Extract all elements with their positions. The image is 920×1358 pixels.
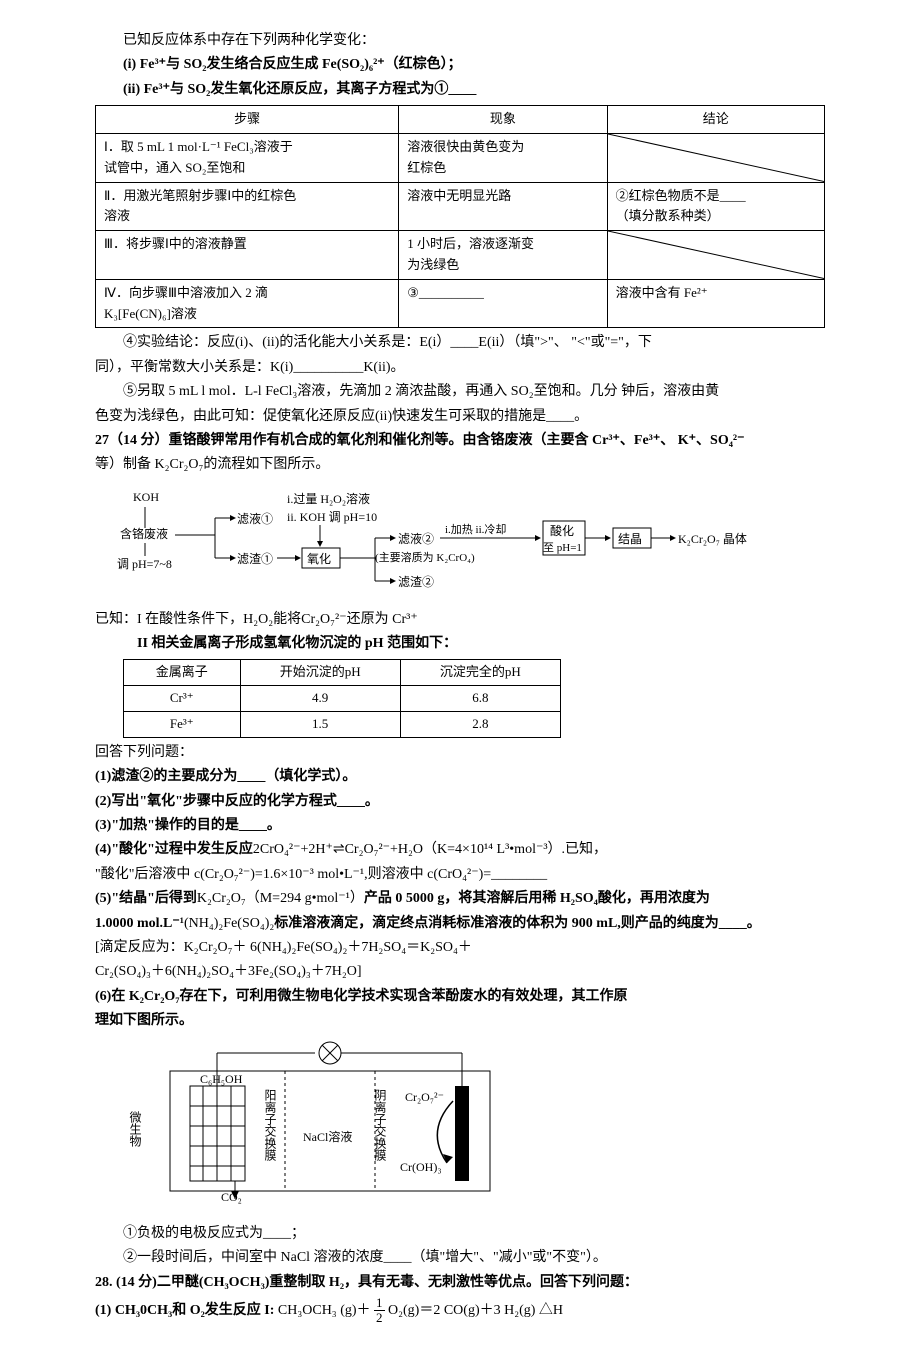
ph-th2: 开始沉淀的pH <box>240 660 400 686</box>
ph-table: 金属离子 开始沉淀的pH 沉淀完全的pH Cr³⁺ 4.9 6.8 Fe³⁺ 1… <box>123 659 561 737</box>
td-step2: Ⅱ．用激光笔照射步骤Ⅰ中的红棕色溶液 <box>96 182 399 231</box>
th-phenom: 现象 <box>399 106 607 134</box>
cell-cathodem: 阴离子交换膜 <box>373 1088 387 1161</box>
table-row: Ⅳ．向步骤Ⅲ中溶液加入 2 滴K₃[Fe(CN)₆]溶液 ③__________… <box>96 279 825 328</box>
cell-phenol: C₆H₅OH <box>200 1072 243 1086</box>
ph-v12: 6.8 <box>400 686 560 712</box>
q28-q1: (1) CH₃0CH₃和 O₂发生反应 I: CH₃OCH₃ (g)＋ 12 O… <box>95 1296 825 1326</box>
q27-q6-2: ②一段时间后，中间室中 NaCl 溶液的浓度____（填"增大"、"减小"或"不… <box>95 1247 825 1269</box>
q27-anshead: 回答下列问题： <box>95 742 825 764</box>
flow-koh-ph: ii. KOH 调 pH=10 <box>287 510 377 524</box>
ph-v11: 4.9 <box>240 686 400 712</box>
p5a: ⑤另取 5 mL l mol．L-l FeCl₃溶液，先滴加 2 滴浓盐酸，再通… <box>95 381 825 403</box>
q27-q3: (3)"加热"操作的目的是____。 <box>95 815 825 837</box>
flow-h2o2: i.过量 H₂O₂溶液 <box>287 491 370 506</box>
table-row: Fe³⁺ 1.5 2.8 <box>124 712 561 738</box>
intro-line3: (ii) Fe³⁺与 SO₂发生氧化还原反应，其离子方程式为①____ <box>95 79 825 101</box>
ph-ion2: Fe³⁺ <box>124 712 241 738</box>
cell-croh3: Cr(OH)₃ <box>400 1160 442 1174</box>
flow-koh: KOH <box>133 490 159 504</box>
steps-table: 步骤 现象 结论 Ⅰ．取 5 mL 1 mol·L⁻¹ FeCl₃溶液于试管中，… <box>95 105 825 328</box>
ph-v21: 1.5 <box>240 712 400 738</box>
td-concl4: 溶液中含有 Fe²⁺ <box>607 279 824 328</box>
flow-residue2: 滤渣② <box>398 575 434 589</box>
flow-product: K₂Cr₂O₇ 晶体 <box>678 532 747 546</box>
td-phenom3: 1 小时后，溶液逐渐变为浅绿色 <box>399 231 607 280</box>
q27-known1: 已知：I 在酸性条件下，H₂O₂能将Cr₂O₇²⁻还原为 Cr³⁺ <box>95 609 825 631</box>
flow-heat: i.加热 ii.冷却 <box>445 523 506 536</box>
td-phenom1: 溶液很快由黄色变为红棕色 <box>399 133 607 182</box>
flow-residue1: 滤渣① <box>237 552 273 566</box>
ph-ion1: Cr³⁺ <box>124 686 241 712</box>
q27-q5d2: Cr₂(SO₄)₃＋6(NH₄)₂SO₄＋3Fe₂(SO₄)₃＋7H₂O] <box>95 961 825 983</box>
flow-filtrate2: 滤液② <box>398 531 434 546</box>
table-row: 步骤 现象 结论 <box>96 106 825 134</box>
q27-q6b: 理如下图所示。 <box>95 1010 825 1032</box>
table-row: Ⅱ．用激光笔照射步骤Ⅰ中的红棕色溶液 溶液中无明显光路 ②红棕色物质不是____… <box>96 182 825 231</box>
intro-line1: 已知反应体系中存在下列两种化学变化： <box>95 30 825 52</box>
cell-diagram: 微生物 C₆H₅OH 阳离子交换膜 NaCl溶液 阴离子交换膜 Cr₂O₇²⁻ … <box>125 1041 825 1219</box>
table-row: Ⅰ．取 5 mL 1 mol·L⁻¹ FeCl₃溶液于试管中，通入 SO₂至饱和… <box>96 133 825 182</box>
flow-ph1: 至 pH=1 <box>543 542 582 554</box>
cell-co2: CO₂ <box>221 1190 242 1204</box>
intro-line2: (i) Fe³⁺与 SO₂发生络合反应生成 Fe(SO₂)₆²⁺（红棕色）； <box>95 54 825 76</box>
flow-k2cro4: (主要溶质为 K₂CrO₄) <box>375 550 475 564</box>
q27-q6a: (6)在 K₂Cr₂O₇存在下，可利用微生物电化学技术实现含苯酚废水的有效处理，… <box>95 986 825 1008</box>
table-row: Cr³⁺ 4.9 6.8 <box>124 686 561 712</box>
flow-oxid: 氧化 <box>307 552 331 566</box>
ph-th3: 沉淀完全的pH <box>400 660 560 686</box>
cell-anodem: 阳离子交换膜 <box>263 1088 277 1161</box>
flow-adj: 调 pH=7~8 <box>117 557 172 571</box>
td-step1: Ⅰ．取 5 mL 1 mol·L⁻¹ FeCl₃溶液于试管中，通入 SO₂至饱和 <box>96 133 399 182</box>
q28-head: 28. (14 分)二甲醚(CH₃OCH₃)重整制取 H₂，具有无毒、无刺激性等… <box>95 1272 825 1294</box>
td-step3: Ⅲ．将步骤Ⅰ中的溶液静置 <box>96 231 399 280</box>
td-diag3 <box>607 231 824 280</box>
cell-microbe: 微生物 <box>128 1110 142 1146</box>
q27-q4a: (4)"酸化"过程中发生反应2CrO₄²⁻+2H⁺⇌Cr₂O₇²⁻+H₂O（K=… <box>95 839 825 861</box>
q27-q1: (1)滤渣②的主要成分为____（填化学式）。 <box>95 766 825 788</box>
table-row: Ⅲ．将步骤Ⅰ中的溶液静置 1 小时后，溶液逐渐变为浅绿色 <box>96 231 825 280</box>
q27-head-b: 等）制备 K₂Cr₂O₇的流程如下图所示。 <box>95 454 825 476</box>
q27-q6-1: ①负极的电极反应式为____； <box>95 1223 825 1245</box>
flow-acid: 酸化 <box>550 523 574 538</box>
q27-q2: (2)写出"氧化"步骤中反应的化学方程式____。 <box>95 791 825 813</box>
flow-diagram: KOH 含铬废液 调 pH=7~8 滤液① 滤渣① 氧化 i.过量 H₂O₂溶液… <box>115 483 825 603</box>
q27-q4b: "酸化"后溶液中 c(Cr₂O₇²⁻)=1.6×10⁻³ mol•L⁻¹,则溶液… <box>95 864 825 886</box>
p5b: 色变为浅绿色，由此可知：促使氧化还原反应(ii)快速发生可采取的措施是____。 <box>95 406 825 428</box>
q27-q5c: 1.0000 mol.L⁻¹(NH₄)₂Fe(SO₄)₂标准溶液滴定，滴定终点消… <box>95 913 825 935</box>
table-row: 金属离子 开始沉淀的pH 沉淀完全的pH <box>124 660 561 686</box>
td-phenom4: ③__________ <box>399 279 607 328</box>
th-step: 步骤 <box>96 106 399 134</box>
cell-cr2o7: Cr₂O₇²⁻ <box>405 1090 444 1104</box>
q27-q5a: (5)"结晶"后得到K₂Cr₂O₇（M=294 g•mol⁻¹）产品 0 500… <box>95 888 825 910</box>
ph-th1: 金属离子 <box>124 660 241 686</box>
flow-filtrate1: 滤液① <box>237 511 273 526</box>
q27-known2: II 相关金属离子形成氢氧化物沉淀的 pH 范围如下： <box>95 633 825 655</box>
flow-cryst: 结晶 <box>618 532 642 546</box>
th-concl: 结论 <box>607 106 824 134</box>
p4b: 同），平衡常数大小关系是：K(i)__________K(ii)。 <box>95 357 825 379</box>
p4a: ④实验结论：反应(i)、(ii)的活化能大小关系是：E(i）____E(ii）（… <box>95 332 825 354</box>
td-phenom2: 溶液中无明显光路 <box>399 182 607 231</box>
flow-waste: 含铬废液 <box>120 526 168 541</box>
td-diag1 <box>607 133 824 182</box>
ph-v22: 2.8 <box>400 712 560 738</box>
td-step4: Ⅳ．向步骤Ⅲ中溶液加入 2 滴K₃[Fe(CN)₆]溶液 <box>96 279 399 328</box>
q27-q5d1: [滴定反应为：K₂Cr₂O₇＋ 6(NH₄)₂Fe(SO₄)₂＋7H₂SO₄＝K… <box>95 937 825 959</box>
cell-nacl: NaCl溶液 <box>303 1129 352 1144</box>
td-concl2: ②红棕色物质不是____（填分散系种类） <box>607 182 824 231</box>
q27-head-a: 27（14 分）重铬酸钾常用作有机合成的氧化剂和催化剂等。由含铬废液（主要含 C… <box>95 430 825 452</box>
